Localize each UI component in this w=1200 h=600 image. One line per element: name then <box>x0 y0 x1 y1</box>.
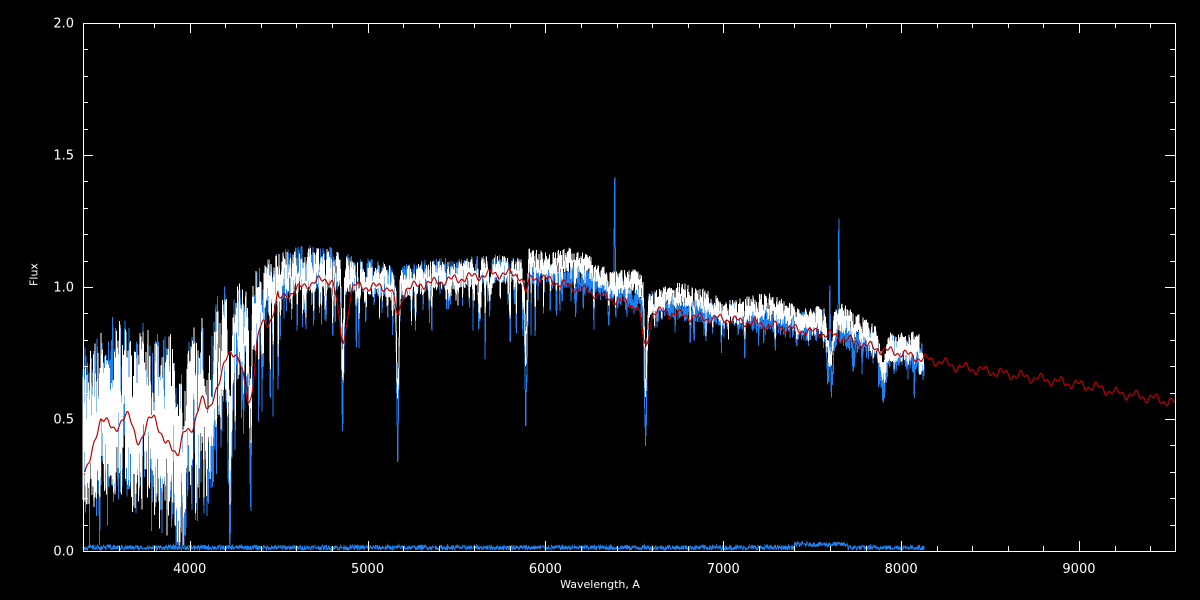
y-axis-tick-label: 1.5 <box>53 149 74 164</box>
x-axis-tick-label: 7000 <box>707 562 740 577</box>
y-axis-label: Flux <box>27 263 41 286</box>
y-axis-tick-label: 0.0 <box>53 545 74 560</box>
model-spectrum-red <box>82 267 1176 477</box>
error-array-blue <box>82 540 925 552</box>
x-axis-label: Wavelength, A <box>560 578 640 591</box>
x-axis-tick-label: 6000 <box>529 562 562 577</box>
x-axis-tick-label: 9000 <box>1062 562 1095 577</box>
axis-group: 4000 5000 6000 7000 8000 9000 0.0 0.5 1.0 1.5 2.0 <box>53 17 1176 577</box>
comparison-spectrum-white <box>82 247 925 546</box>
spectra-group <box>82 176 925 546</box>
y-axis-tick-label: 0.5 <box>53 413 74 428</box>
x-axis-tick-label: 8000 <box>885 562 918 577</box>
y-axis-tick-label: 2.0 <box>53 17 74 32</box>
y-axis-tick-label: 1.0 <box>53 281 74 296</box>
x-axis-tick-label: 5000 <box>351 562 384 577</box>
x-axis-tick-label: 4000 <box>173 562 206 577</box>
